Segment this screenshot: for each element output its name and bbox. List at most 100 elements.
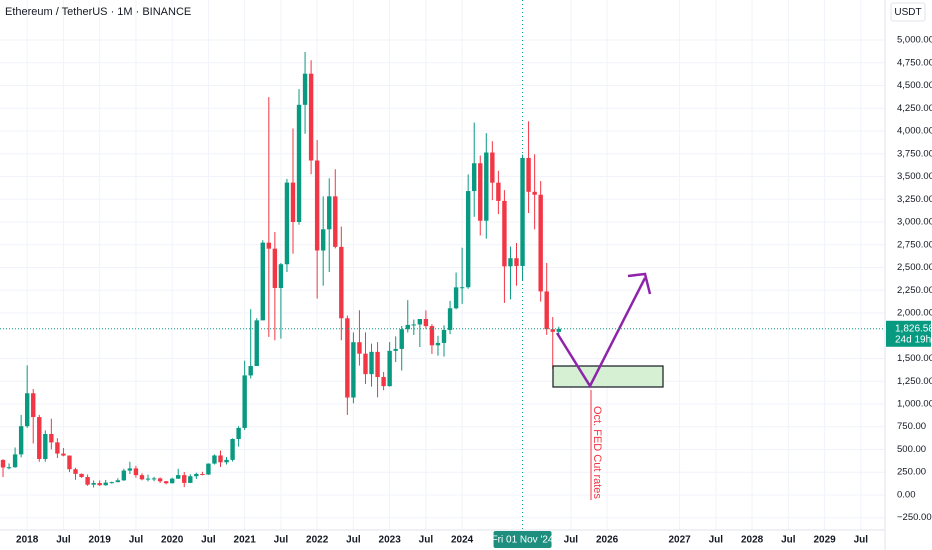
y-tick-label: 4,000.00 xyxy=(897,126,932,137)
y-tick-label: 2,500.00 xyxy=(897,262,932,273)
candle-body xyxy=(121,470,127,481)
y-tick-label: 3,500.00 xyxy=(897,171,932,182)
grid xyxy=(0,0,885,530)
y-tick-label: 3,750.00 xyxy=(897,148,932,159)
candle-body xyxy=(472,163,477,192)
candle-body xyxy=(447,308,453,330)
candle-body xyxy=(429,326,435,346)
x-tick-label: Jul xyxy=(56,535,71,546)
y-tick-label: 1,500.00 xyxy=(897,353,932,364)
candle-body xyxy=(369,351,374,375)
candle-body xyxy=(157,478,163,482)
candle-body xyxy=(490,152,495,183)
candle-body xyxy=(206,463,211,475)
candle-body xyxy=(266,242,272,249)
x-tick-label: Jul xyxy=(129,535,144,546)
y-tick-label: −250.00 xyxy=(897,512,932,523)
candle-body xyxy=(375,351,380,378)
x-tick-label: Jul xyxy=(346,535,361,546)
candle-body xyxy=(308,73,314,161)
candle-body xyxy=(290,182,296,223)
x-tick-label: 2021 xyxy=(234,535,257,546)
candle-body xyxy=(194,473,199,477)
candle-body xyxy=(532,191,537,195)
candle-body xyxy=(127,468,133,471)
candle-body xyxy=(49,434,54,443)
candle-body xyxy=(24,393,30,427)
candle-body xyxy=(182,475,187,483)
y-tick-label: 250.00 xyxy=(897,467,926,478)
y-tick-label: 3,000.00 xyxy=(897,217,932,228)
candle-body xyxy=(73,469,78,474)
candle-body xyxy=(387,350,392,387)
currency[interactable]: USDT xyxy=(894,7,921,18)
candle-body xyxy=(260,242,265,321)
candle-body xyxy=(67,455,72,470)
candle-body xyxy=(85,477,90,485)
candle-body xyxy=(484,152,489,221)
y-tick-label: 0.00 xyxy=(897,489,916,500)
candle-body xyxy=(12,454,18,468)
y-tick-label: 750.00 xyxy=(897,421,926,432)
target-zone xyxy=(552,365,664,388)
candle-body xyxy=(345,318,350,398)
candle-body xyxy=(43,434,48,460)
x-tick-label: Jul xyxy=(854,535,869,546)
candle-body xyxy=(459,287,465,289)
candle-body xyxy=(314,160,320,251)
candle-body xyxy=(18,426,24,455)
candle-body xyxy=(327,196,332,230)
candle-body xyxy=(284,182,290,265)
y-tick-label: 2,000.00 xyxy=(897,308,932,319)
candle-body xyxy=(411,324,417,326)
candle-body xyxy=(61,453,66,456)
x-tick-label: 2026 xyxy=(596,535,619,546)
candle-body xyxy=(417,319,423,325)
x-tick-label: 2022 xyxy=(306,535,329,546)
candle-body xyxy=(278,264,284,288)
candle-body xyxy=(133,468,139,476)
currency-box[interactable] xyxy=(890,2,926,22)
candle-body xyxy=(218,455,223,463)
candle-body xyxy=(502,200,507,267)
candle-body xyxy=(453,287,459,309)
candle-body xyxy=(109,482,114,484)
candle-body xyxy=(91,483,96,485)
candle-body xyxy=(31,393,36,418)
candle-body xyxy=(363,353,368,375)
y-tick-label: 4,750.00 xyxy=(897,57,932,68)
x-tick-label: 2023 xyxy=(379,535,402,546)
candles xyxy=(0,52,561,488)
y-tick-label: 500.00 xyxy=(897,444,926,455)
candle-body xyxy=(212,455,217,464)
x-tick-label: Jul xyxy=(201,535,216,546)
x-tick-label: 2020 xyxy=(161,535,184,546)
candle-body xyxy=(55,442,60,454)
y-tick-label: 4,250.00 xyxy=(897,103,932,114)
candle-body xyxy=(399,329,404,349)
candle-body xyxy=(176,475,181,479)
candle-body xyxy=(200,473,205,475)
x-tick-label: 2024 xyxy=(451,535,474,546)
candle-body xyxy=(520,157,525,266)
candle-body xyxy=(526,157,531,192)
last-price-box xyxy=(886,320,931,347)
candle-body xyxy=(79,473,84,478)
candle-body xyxy=(242,375,247,428)
candle-body xyxy=(508,258,513,267)
x-tick-label: Jul xyxy=(274,535,289,546)
candle-body xyxy=(405,324,410,330)
x-tick-label: 2027 xyxy=(668,535,691,546)
candle-body xyxy=(254,320,259,367)
y-tick-label: 2,750.00 xyxy=(897,239,932,250)
candle-body xyxy=(544,291,549,330)
candle-body xyxy=(423,319,429,327)
x-tick-label: 2029 xyxy=(813,535,836,546)
candle-body xyxy=(169,478,175,484)
candle-body xyxy=(0,460,6,468)
candle-body xyxy=(478,163,483,221)
candle-body xyxy=(514,258,519,266)
y-tick-label: 4,500.00 xyxy=(897,80,932,91)
